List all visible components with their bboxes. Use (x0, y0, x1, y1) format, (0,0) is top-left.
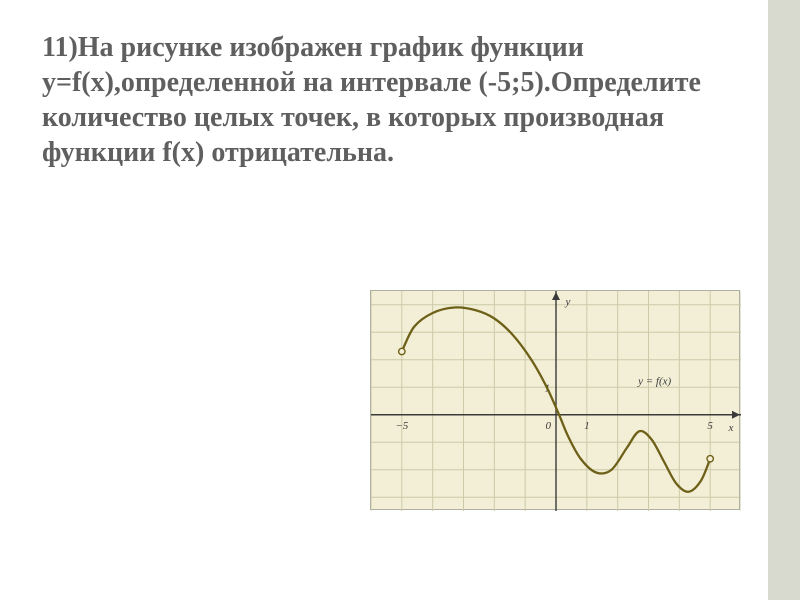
svg-text:y: y (565, 296, 571, 308)
svg-text:y = f(x): y = f(x) (637, 376, 671, 388)
problem-title: 11)На рисунке изображен график функции y… (42, 30, 722, 170)
accent-strip (768, 0, 800, 600)
svg-text:−5: −5 (395, 420, 408, 432)
title-text: 11)На рисунке изображен график функции y… (42, 32, 701, 168)
slide: 11)На рисунке изображен график функции y… (0, 0, 800, 600)
svg-text:0: 0 (546, 420, 552, 432)
svg-text:5: 5 (707, 420, 713, 432)
svg-text:1: 1 (584, 420, 590, 432)
function-graph: −50151xyy = f(x) (370, 290, 740, 510)
svg-text:x: x (728, 422, 734, 434)
